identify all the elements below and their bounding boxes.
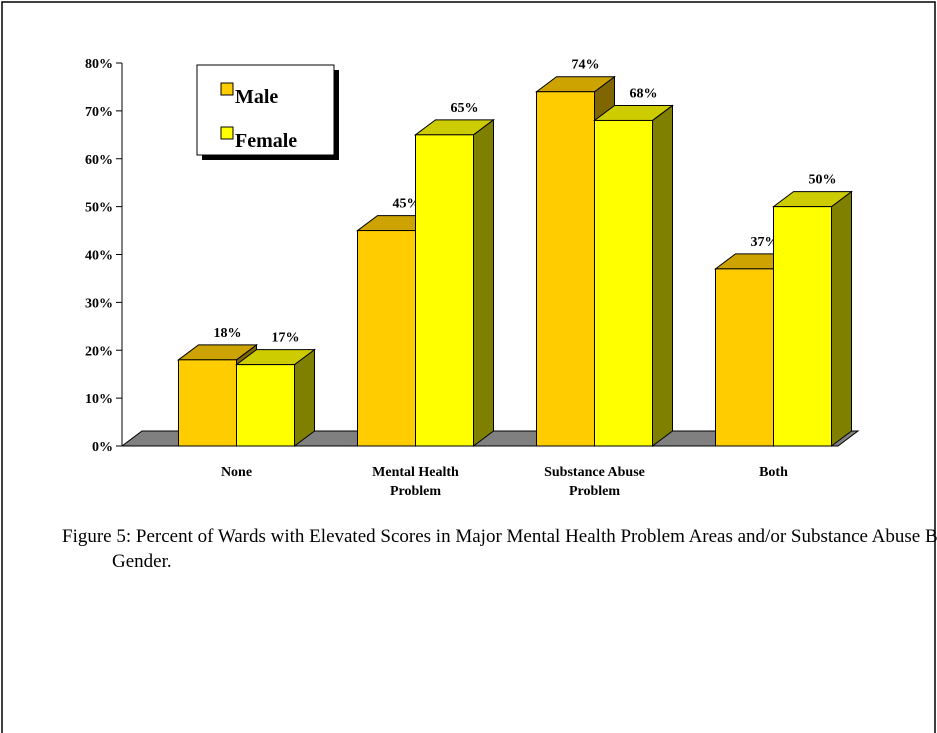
y-tick-label: 40% bbox=[85, 249, 113, 264]
bar-front bbox=[536, 91, 595, 447]
bar-side bbox=[294, 348, 315, 447]
value-label: 37% bbox=[751, 235, 779, 250]
bar bbox=[235, 348, 316, 447]
bar bbox=[414, 118, 495, 447]
x-tick-label: Substance Abuse Problem bbox=[544, 465, 645, 499]
bar-front bbox=[773, 206, 832, 447]
y-tick-label: 70% bbox=[85, 105, 113, 120]
bar-front bbox=[415, 134, 474, 447]
legend-label: Male bbox=[235, 86, 278, 108]
value-label: 68% bbox=[630, 86, 658, 101]
y-tick-label: 50% bbox=[85, 201, 113, 216]
bar-front bbox=[357, 230, 416, 447]
x-tick-label: None bbox=[220, 465, 253, 480]
value-label: 65% bbox=[451, 101, 479, 116]
value-label: 18% bbox=[214, 326, 242, 341]
bar-side bbox=[831, 190, 852, 447]
bar-side bbox=[652, 104, 673, 447]
bar-side bbox=[473, 118, 494, 447]
bar-front bbox=[594, 119, 653, 447]
bar-front bbox=[178, 359, 237, 447]
legend-swatch bbox=[220, 82, 234, 96]
y-tick-label: 30% bbox=[85, 296, 113, 311]
value-label: 17% bbox=[272, 331, 300, 346]
x-tick-label: Mental Health Problem bbox=[372, 465, 459, 499]
x-tick-label: Both bbox=[759, 465, 788, 480]
caption: Figure 5: Percent of Wards with Elevated… bbox=[62, 526, 937, 572]
legend-label: Female bbox=[235, 130, 297, 152]
legend-swatch bbox=[220, 126, 234, 140]
value-label: 50% bbox=[809, 173, 837, 188]
value-label: 45% bbox=[393, 197, 421, 212]
y-tick-label: 10% bbox=[85, 392, 113, 407]
bar bbox=[772, 190, 853, 447]
y-tick-label: 0% bbox=[92, 440, 113, 455]
value-label: 74% bbox=[572, 58, 600, 73]
y-tick-label: 80% bbox=[85, 57, 113, 72]
bar-front bbox=[236, 364, 295, 447]
y-tick-label: 20% bbox=[85, 344, 113, 359]
bar bbox=[593, 104, 674, 447]
y-tick-label: 60% bbox=[85, 153, 113, 168]
legend bbox=[196, 64, 335, 156]
bar-front bbox=[715, 268, 774, 447]
